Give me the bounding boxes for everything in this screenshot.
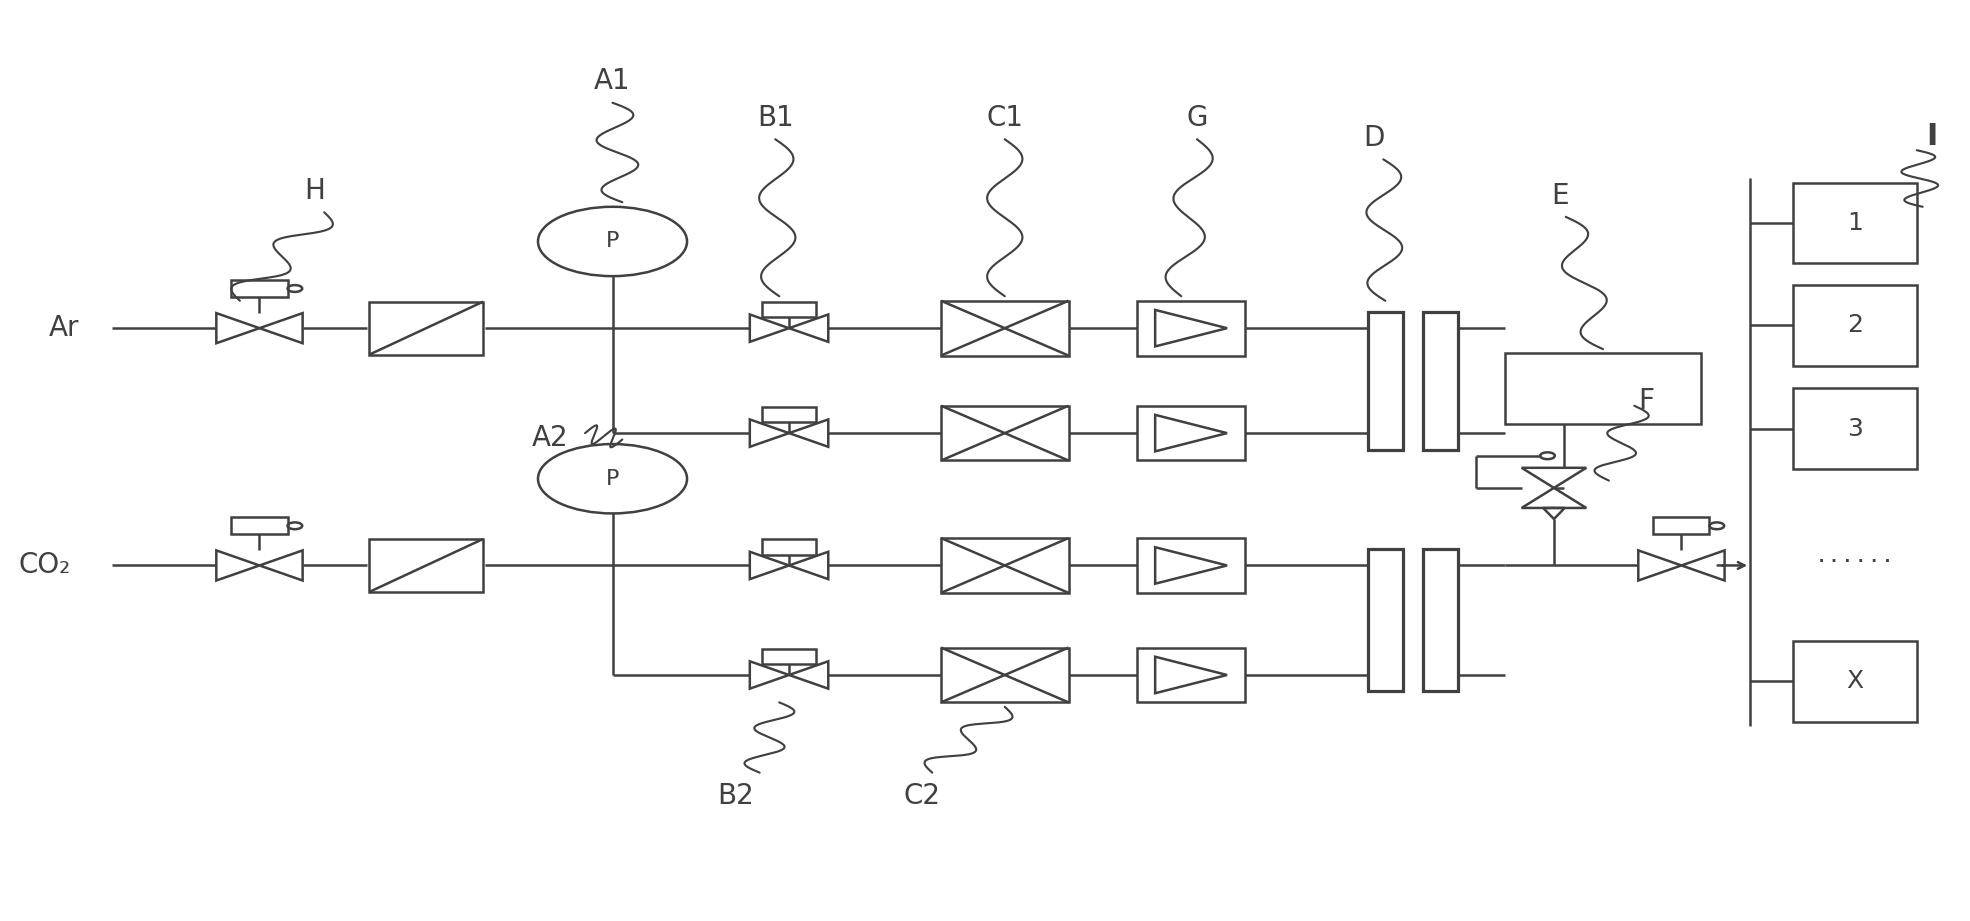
Bar: [762, 648, 816, 664]
Text: 3: 3: [1848, 416, 1864, 440]
Bar: [1367, 549, 1403, 692]
Text: A2: A2: [532, 424, 567, 452]
Bar: [1137, 301, 1245, 356]
Bar: [942, 647, 1068, 703]
Bar: [368, 539, 483, 592]
Bar: [762, 539, 816, 554]
Text: P: P: [607, 469, 619, 489]
Bar: [368, 302, 483, 355]
Text: A1: A1: [595, 67, 630, 96]
Bar: [942, 301, 1068, 356]
Bar: [1505, 353, 1700, 424]
Text: E: E: [1550, 181, 1568, 209]
Text: I: I: [1927, 122, 1938, 151]
Bar: [942, 406, 1068, 460]
Bar: [1137, 647, 1245, 703]
Bar: [1137, 538, 1245, 593]
Text: 2: 2: [1848, 313, 1864, 337]
Bar: [1653, 518, 1710, 534]
Text: P: P: [607, 231, 619, 251]
Text: G: G: [1186, 104, 1208, 132]
Bar: [762, 407, 816, 422]
Text: D: D: [1363, 124, 1385, 152]
Bar: [230, 518, 288, 534]
Bar: [942, 538, 1068, 593]
Bar: [1793, 286, 1917, 366]
Bar: [1422, 311, 1458, 449]
Text: F: F: [1639, 387, 1655, 415]
Bar: [1793, 389, 1917, 469]
Text: ......: ......: [1814, 546, 1895, 566]
Text: X: X: [1846, 670, 1864, 694]
Bar: [1137, 406, 1245, 460]
Bar: [762, 302, 816, 317]
Text: H: H: [303, 177, 325, 205]
Text: CO₂: CO₂: [20, 552, 71, 579]
Bar: [1793, 183, 1917, 263]
Text: C1: C1: [987, 104, 1022, 132]
Bar: [1367, 311, 1403, 449]
Text: B1: B1: [756, 104, 794, 132]
Text: B2: B2: [717, 782, 755, 810]
Text: 1: 1: [1848, 211, 1864, 235]
Bar: [1422, 549, 1458, 692]
Text: Ar: Ar: [49, 314, 79, 343]
Text: C2: C2: [904, 782, 942, 810]
Bar: [1793, 641, 1917, 721]
Bar: [230, 280, 288, 297]
